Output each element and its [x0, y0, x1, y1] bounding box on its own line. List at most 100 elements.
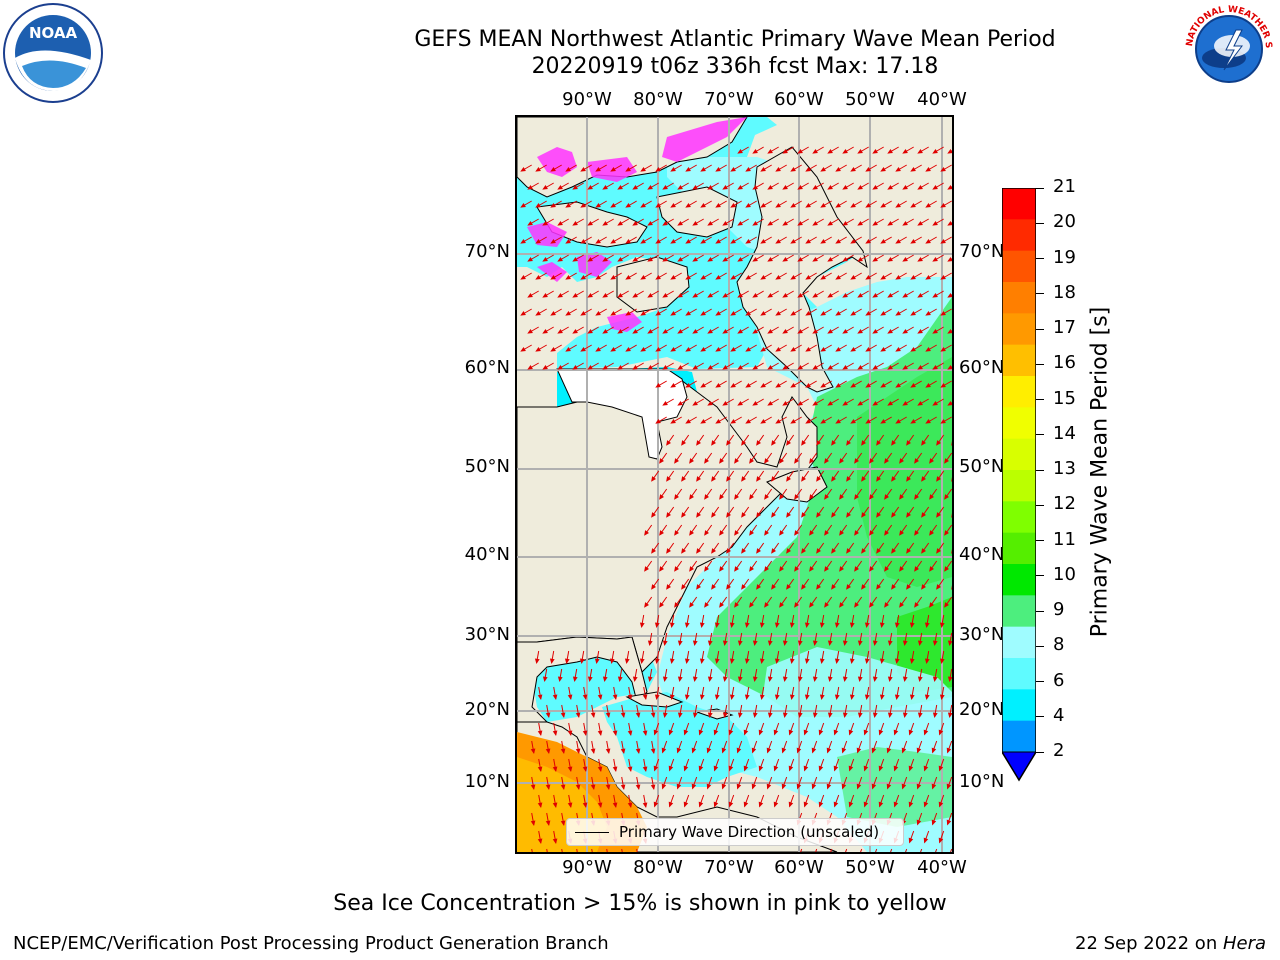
wave-arrow-head	[914, 530, 920, 536]
wave-arrow-head	[756, 440, 762, 446]
wave-arrow-head	[653, 729, 659, 736]
wave-arrow-head	[782, 256, 788, 262]
wave-arrow-head	[947, 256, 952, 262]
wave-arrow-head	[692, 256, 698, 262]
wave-arrow-head	[876, 548, 882, 554]
footer-credit: NCEP/EMC/Verification Post Processing Pr…	[13, 933, 609, 954]
wave-arrow-head	[864, 694, 870, 700]
wave-arrow-head	[917, 640, 923, 646]
wave-arrow-head	[886, 783, 892, 790]
wave-arrow-head	[842, 292, 848, 298]
legend-label: Primary Wave Direction (unscaled)	[619, 823, 880, 841]
wave-arrow-head	[940, 418, 946, 424]
wave-arrow-head	[714, 622, 720, 628]
wave-arrow-head	[910, 310, 916, 316]
wave-arrow-head	[794, 530, 800, 536]
wave-arrow-head	[752, 400, 758, 406]
wave-arrow-head	[894, 622, 900, 628]
wave-arrow-head	[902, 148, 908, 154]
wave-arrow-head	[670, 418, 676, 424]
wave-arrow-head	[730, 382, 736, 388]
wave-arrow-head	[924, 694, 930, 700]
wave-arrow-head	[764, 458, 770, 464]
wave-arrow-head	[722, 400, 728, 406]
wave-arrow-head	[812, 400, 818, 406]
wave-arrow-head	[734, 494, 740, 500]
wave-arrow-head	[871, 783, 877, 790]
wave-arrow-head	[878, 729, 884, 736]
wave-arrow-head	[625, 166, 631, 172]
wave-arrow-head	[692, 328, 698, 334]
wave-arrow-head	[655, 346, 661, 352]
wave-arrow-head	[841, 783, 847, 790]
wave-arrow-head	[869, 566, 875, 572]
wave-arrow-head	[677, 364, 683, 370]
wave-arrow-head	[917, 328, 923, 334]
wave-arrow-head	[887, 640, 893, 646]
wave-arrow-head	[917, 256, 923, 262]
wave-arrow-head	[940, 274, 946, 280]
wave-arrow-head	[602, 292, 608, 298]
wave-arrow-head	[650, 784, 656, 791]
chart-title-line2: 20220919 t06z 336h fcst Max: 17.18	[531, 54, 939, 79]
wave-arrow-head	[713, 729, 719, 736]
wave-arrow-head	[857, 400, 863, 406]
wave-arrow-head	[925, 202, 931, 208]
wave-arrow-head	[549, 658, 555, 664]
wave-arrow-head	[684, 622, 690, 628]
wave-arrow-head	[794, 602, 800, 608]
wave-arrow-head	[854, 602, 860, 608]
wave-arrow-head	[880, 238, 886, 244]
wave-arrow-head	[857, 640, 863, 646]
wave-arrow-head	[910, 382, 916, 388]
wave-arrow-head	[640, 238, 646, 244]
wave-arrow-head	[681, 584, 687, 590]
lon-tick-bottom: 90°W	[562, 857, 612, 878]
wave-arrow-head	[535, 166, 541, 172]
wave-arrow-head	[789, 622, 795, 628]
wave-arrow-head	[691, 783, 697, 790]
wave-arrow-head	[805, 166, 811, 172]
wave-arrow-head	[651, 584, 657, 590]
wave-arrow-head	[743, 729, 749, 736]
wave-arrow-head	[878, 765, 884, 772]
wave-arrow-head	[947, 220, 952, 226]
wave-arrow-head	[625, 274, 631, 280]
lon-tick-top: 50°W	[845, 89, 895, 110]
wave-arrow-head	[820, 238, 826, 244]
wave-arrow-head	[661, 747, 667, 754]
wave-arrow-head	[891, 476, 897, 482]
wave-arrow-head	[711, 440, 717, 446]
colorbar-tick-mark	[1036, 681, 1044, 682]
wave-arrow-head	[842, 328, 848, 334]
wave-arrow-head	[782, 364, 788, 370]
lat-tick-right: 30°N	[959, 624, 1005, 645]
wave-arrow-head	[921, 476, 927, 482]
wave-arrow-head	[901, 783, 907, 790]
wave-arrow-head	[760, 418, 766, 424]
wave-arrow-head	[741, 548, 747, 554]
wave-arrow-head	[520, 202, 526, 208]
wave-arrow-head	[624, 658, 630, 664]
wave-arrow-head	[749, 602, 755, 608]
wave-arrow-head	[857, 676, 863, 682]
wave-arrow-head	[730, 310, 736, 316]
wave-arrow-head	[734, 530, 740, 536]
wave-arrow-head	[722, 220, 728, 226]
wave-arrow-head	[685, 238, 691, 244]
wave-arrow-head	[779, 566, 785, 572]
wave-arrow-head	[692, 640, 698, 646]
wave-arrow-head	[947, 712, 952, 718]
colorbar-segment	[1002, 313, 1036, 346]
wave-arrow-head	[816, 548, 822, 554]
wave-arrow-head	[610, 274, 616, 280]
colorbar-tick-label: 9	[1053, 599, 1065, 620]
wave-arrow-head	[872, 676, 878, 682]
wave-arrow-head	[940, 346, 946, 352]
wave-arrow-head	[612, 802, 618, 809]
wave-arrow-head	[782, 148, 788, 154]
wave-arrow-head	[906, 512, 912, 518]
wave-arrow-head	[863, 729, 869, 736]
wave-arrow-head	[917, 292, 923, 298]
wave-arrow-head	[535, 346, 541, 352]
